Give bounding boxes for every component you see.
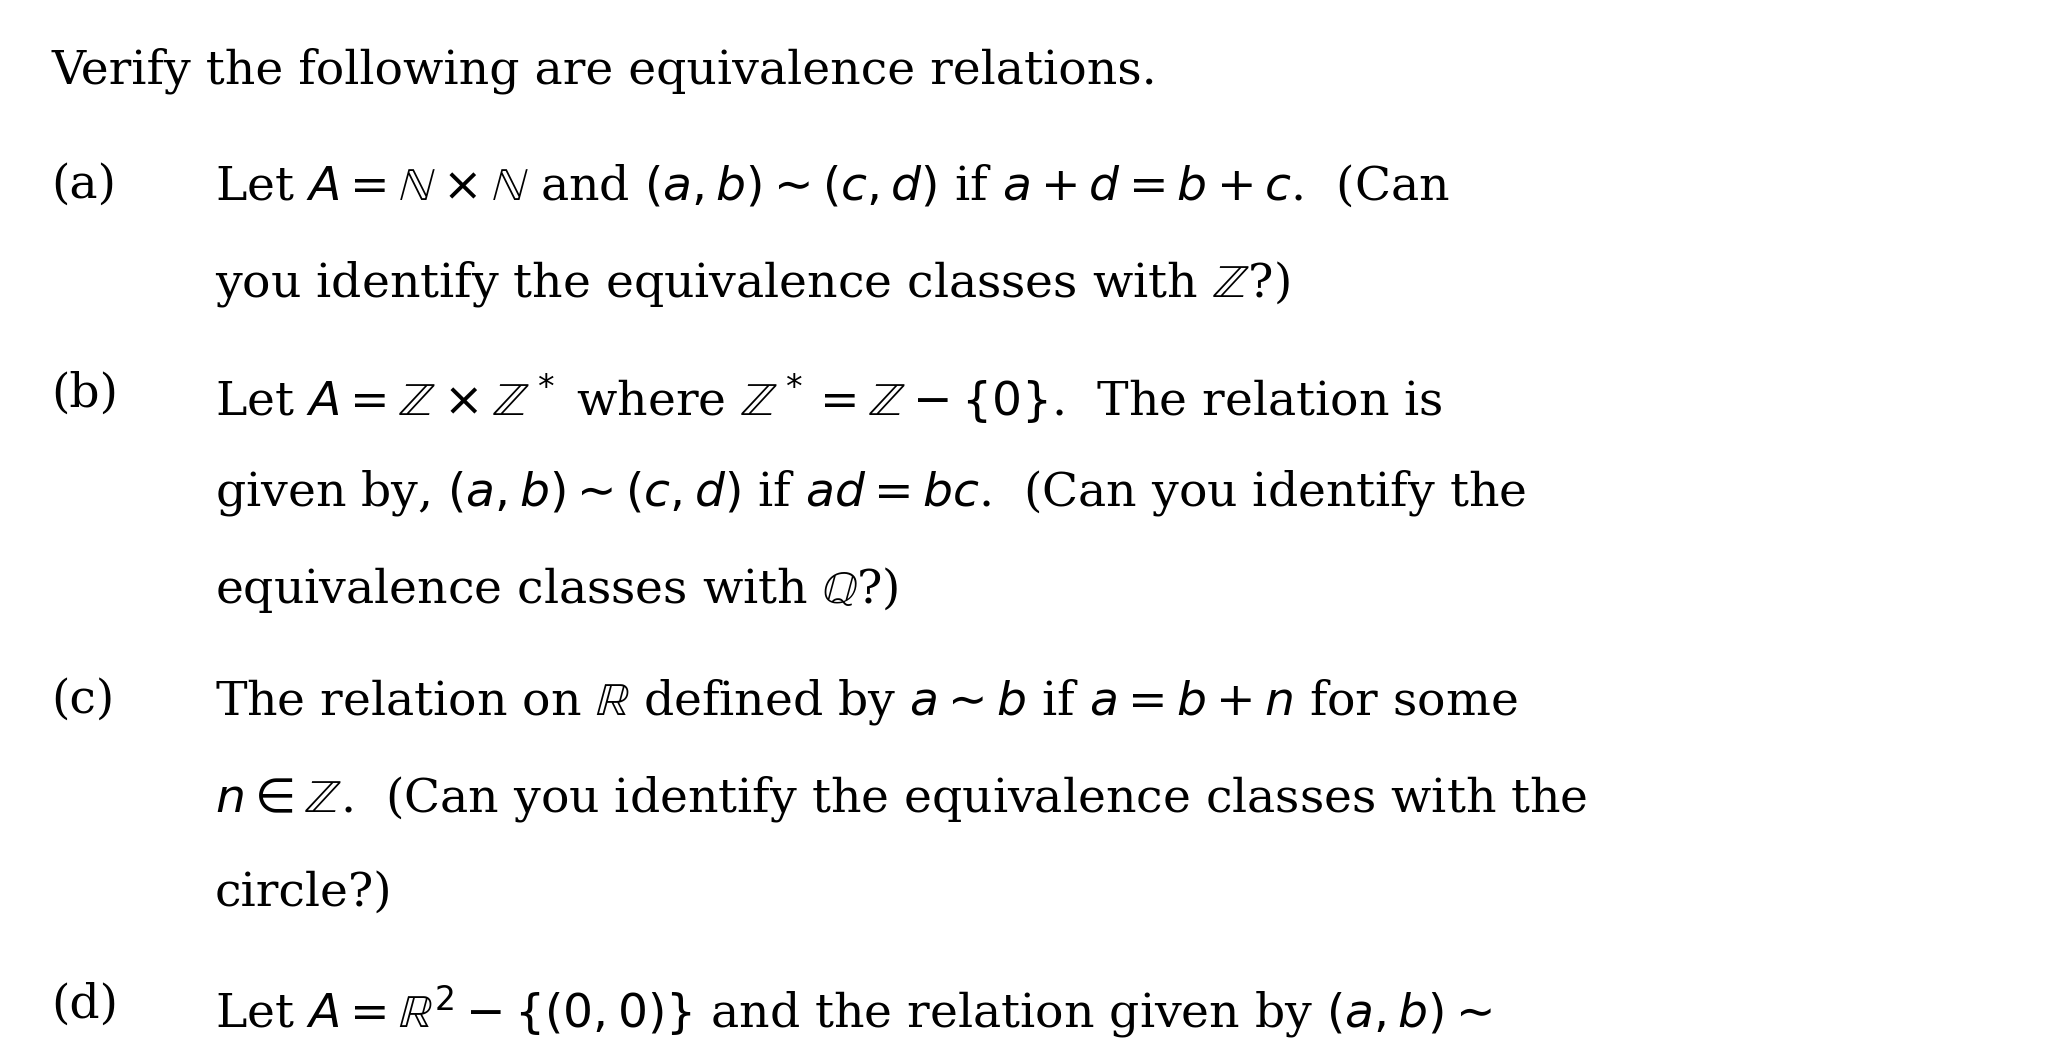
Text: equivalence classes with $\mathbb{Q}$?): equivalence classes with $\mathbb{Q}$?) [215,565,898,615]
Text: circle?): circle?) [215,870,393,916]
Text: (a): (a) [51,163,117,208]
Text: you identify the equivalence classes with $\mathbb{Z}$?): you identify the equivalence classes wit… [215,259,1289,310]
Text: Let $A = \mathbb{R}^2 - \{(0, 0)\}$ and the relation given by $(a, b) \sim$: Let $A = \mathbb{R}^2 - \{(0, 0)\}$ and … [215,983,1492,1040]
Text: Let $A = \mathbb{N} \times \mathbb{N}$ and $(a, b) \sim (c, d)$ if $a + d = b + : Let $A = \mathbb{N} \times \mathbb{N}$ a… [215,163,1451,209]
Text: $n \in \mathbb{Z}$.  (Can you identify the equivalence classes with the: $n \in \mathbb{Z}$. (Can you identify th… [215,774,1588,824]
Text: (c): (c) [51,677,115,722]
Text: (b): (b) [51,372,119,417]
Text: Verify the following are equivalence relations.: Verify the following are equivalence rel… [51,47,1156,93]
Text: The relation on $\mathbb{R}$ defined by $a \sim b$ if $a = b + n$ for some: The relation on $\mathbb{R}$ defined by … [215,677,1518,728]
Text: given by, $(a, b) \sim (c, d)$ if $ad = bc$.  (Can you identify the: given by, $(a, b) \sim (c, d)$ if $ad = … [215,468,1526,519]
Text: (d): (d) [51,983,119,1028]
Text: Let $A = \mathbb{Z} \times \mathbb{Z}^*$ where $\mathbb{Z}^* = \mathbb{Z} - \{0\: Let $A = \mathbb{Z} \times \mathbb{Z}^*$… [215,372,1442,427]
